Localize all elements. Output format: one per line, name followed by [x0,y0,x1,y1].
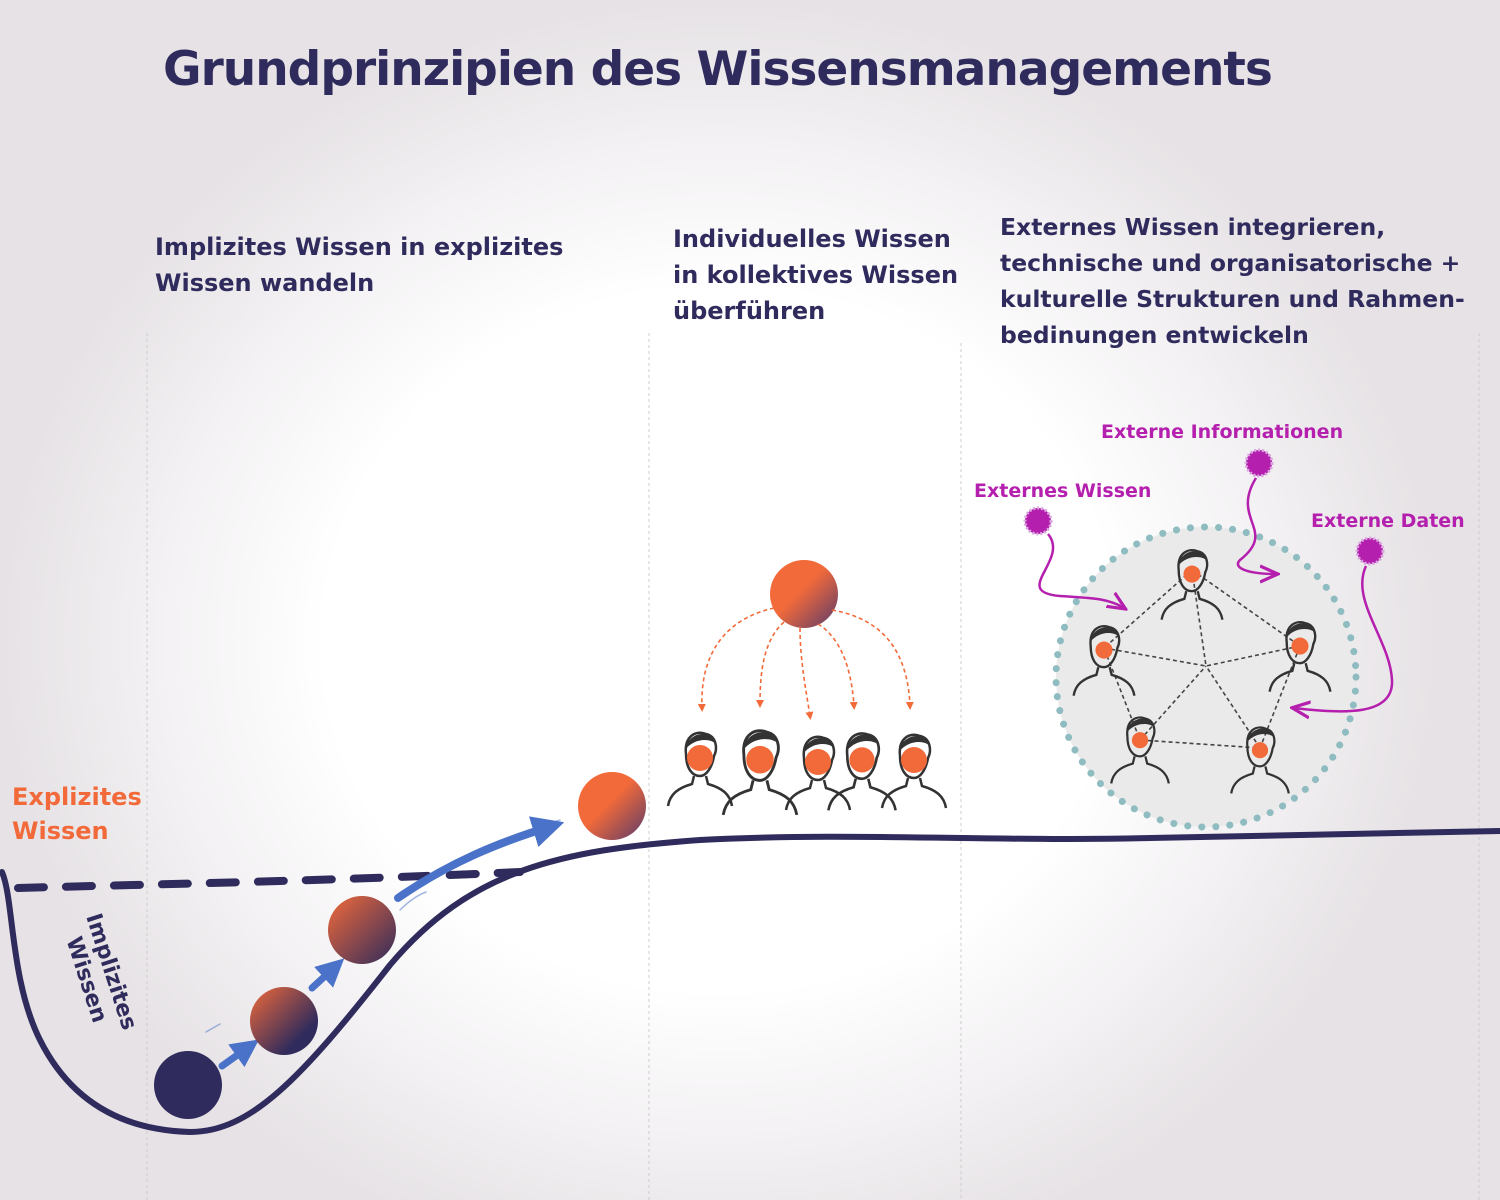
label-external-info: Externe Informationen [1101,421,1344,443]
arrow-1 [218,1039,260,1070]
label-external-daten: Externe Daten [1311,510,1465,532]
person-icon [1072,624,1136,697]
knowledge-ball-transition-2 [328,896,396,964]
progress-arrows [205,816,565,1070]
external-source-info [1236,448,1276,574]
section-heading-individual-to-collective: Individuelles Wissen in kollektives Wiss… [673,225,959,325]
section-heading-implicit-to-explicit: Implizites Wissen in explizites Wissen w… [155,233,564,297]
person-icon [1110,716,1170,785]
label-explicit-knowledge: Explizites Wissen [12,783,142,845]
team-group [666,729,948,817]
organization-boundary [1052,523,1360,831]
knowledge-ball-transition-1 [250,987,318,1055]
person-icon [1268,620,1332,693]
external-source-wissen [1023,506,1124,608]
explicit-level-dashed-line [14,868,524,892]
label-external-wissen: Externes Wissen [974,480,1152,502]
person-icon [827,732,897,812]
knowledge-ball-implicit [154,1051,222,1119]
network-links [1103,568,1301,749]
section-dividers [146,333,1480,1200]
person-icon [721,729,799,817]
section-heading-external-integration: Externes Wissen integrieren, technische … [1000,213,1465,349]
person-icon [784,735,852,812]
knowledge-ball-explicit [578,772,646,840]
arrow-3 [394,816,565,902]
page-title: Grundprinzipien des Wissensmanagements [163,42,1273,97]
person-icon [1160,548,1224,621]
arrow-2 [308,958,345,992]
external-source-daten [1294,536,1394,711]
distribution-arrows [697,607,914,720]
person-icon [666,731,734,808]
knowledge-curve [0,828,1500,1136]
person-icon [880,733,948,810]
person-icon [1230,726,1290,795]
network-members [1072,548,1332,795]
individual-knowledge-ball [770,560,838,628]
